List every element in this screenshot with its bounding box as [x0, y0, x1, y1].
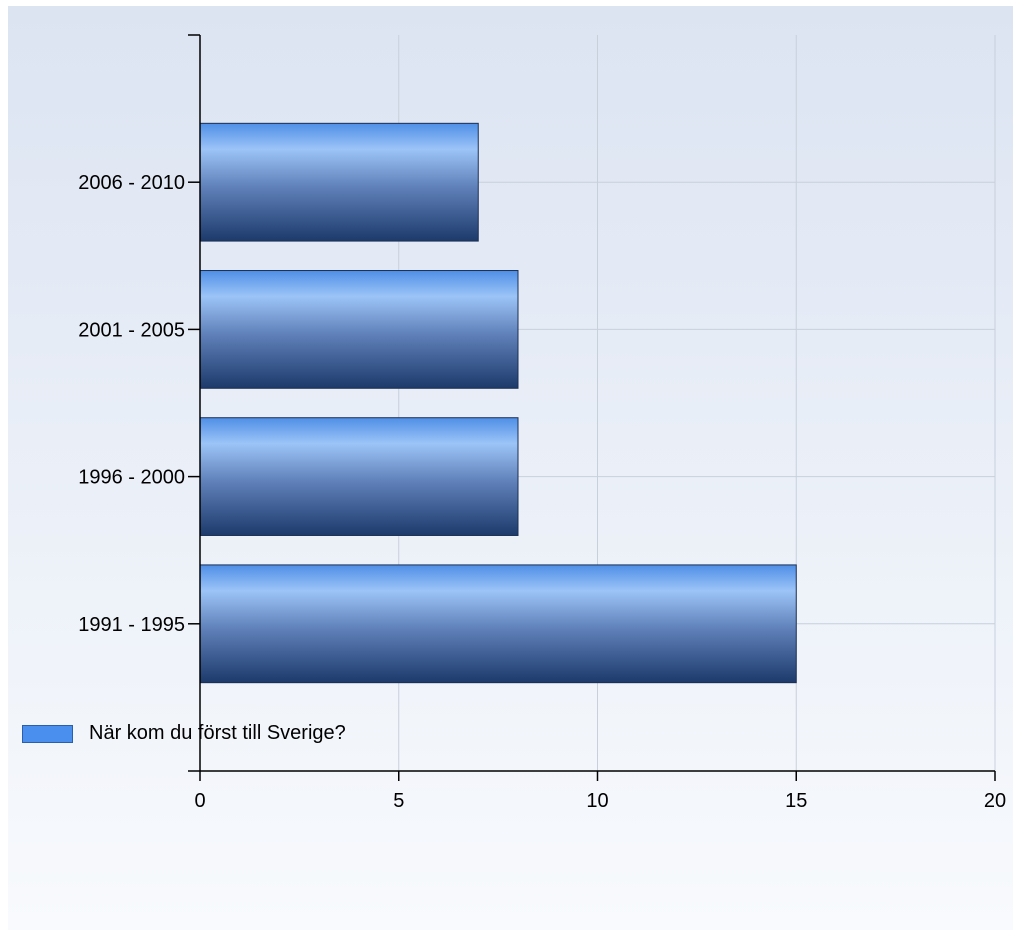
- y-tick-label-2: 1996 - 2000: [78, 467, 185, 489]
- x-tick-label-3: 15: [785, 790, 807, 812]
- legend-swatch: [22, 724, 73, 743]
- x-tick-label-0: 0: [194, 790, 205, 812]
- legend: När kom du först till Sverige?: [22, 722, 346, 745]
- bar-3: [199, 564, 797, 684]
- x-tick-label-2: 10: [586, 790, 608, 812]
- bar-chart: 2006 - 2010 2001 - 2005 1996 - 2000 1991 - …: [8, 6, 1013, 930]
- x-tick-label-4: 20: [984, 790, 1006, 812]
- y-tick-label-3: 1991 - 1995: [78, 614, 185, 636]
- bar-2: [199, 417, 519, 536]
- axes: 2006 - 2010 2001 - 2005 1996 - 2000 1991 - …: [78, 34, 1006, 812]
- chart-container: 2006 - 2010 2001 - 2005 1996 - 2000 1991 - …: [8, 6, 1013, 930]
- legend-label: När kom du först till Sverige?: [89, 722, 346, 744]
- y-tick-label-0: 2006 - 2010: [78, 172, 185, 194]
- y-tick-label-1: 2001 - 2005: [78, 319, 185, 341]
- x-tick-label-1: 5: [393, 790, 404, 812]
- bar-0: [199, 122, 479, 242]
- bar-1: [199, 270, 519, 389]
